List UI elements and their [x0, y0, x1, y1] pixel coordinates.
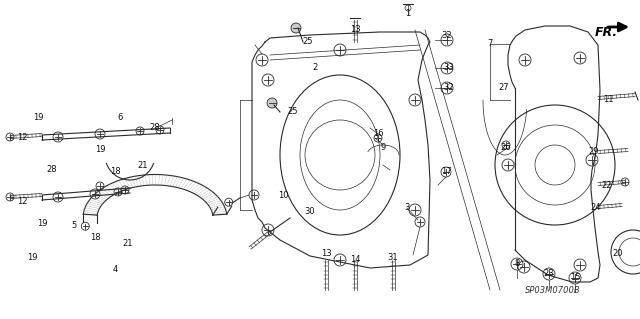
Text: 19: 19 — [27, 254, 37, 263]
Text: 11: 11 — [603, 95, 613, 105]
Text: 25: 25 — [288, 108, 298, 116]
Text: 4: 4 — [113, 265, 118, 275]
Text: 8: 8 — [515, 259, 520, 269]
Text: 23: 23 — [544, 270, 554, 278]
Text: 18: 18 — [109, 167, 120, 176]
Text: 6: 6 — [117, 114, 123, 122]
Text: 22: 22 — [602, 181, 612, 189]
Text: 13: 13 — [349, 26, 360, 34]
Text: 20: 20 — [612, 249, 623, 257]
Text: 13: 13 — [321, 249, 332, 258]
Circle shape — [291, 23, 301, 33]
Text: 19: 19 — [33, 114, 44, 122]
Text: 12: 12 — [17, 197, 28, 206]
Text: 18: 18 — [90, 233, 100, 241]
Text: 19: 19 — [95, 145, 105, 154]
Text: 27: 27 — [499, 84, 509, 93]
Text: 2: 2 — [312, 63, 317, 72]
Text: 15: 15 — [570, 273, 580, 283]
Text: SP03M0700B: SP03M0700B — [525, 286, 581, 295]
Text: 21: 21 — [123, 240, 133, 249]
Text: 33: 33 — [444, 63, 454, 72]
Text: 12: 12 — [17, 133, 28, 143]
Text: 28: 28 — [150, 123, 160, 132]
Text: 29: 29 — [589, 147, 599, 157]
Text: 32: 32 — [442, 32, 452, 41]
Text: 16: 16 — [372, 130, 383, 138]
Text: 31: 31 — [388, 254, 398, 263]
Text: 5: 5 — [72, 220, 77, 229]
Text: 14: 14 — [349, 256, 360, 264]
Text: 26: 26 — [500, 144, 511, 152]
Text: 9: 9 — [380, 144, 386, 152]
Circle shape — [267, 98, 277, 108]
Text: 7: 7 — [487, 40, 493, 48]
Text: 30: 30 — [305, 207, 316, 217]
Text: 17: 17 — [441, 167, 451, 176]
Text: 19: 19 — [36, 219, 47, 228]
Text: 28: 28 — [47, 166, 58, 174]
Text: 10: 10 — [278, 190, 288, 199]
Text: 32: 32 — [444, 84, 454, 93]
Text: 3: 3 — [404, 204, 410, 212]
Text: 25: 25 — [303, 38, 313, 47]
Text: FR.: FR. — [595, 26, 618, 39]
Text: 24: 24 — [591, 204, 601, 212]
Text: 1: 1 — [405, 10, 411, 19]
Text: 21: 21 — [138, 161, 148, 170]
